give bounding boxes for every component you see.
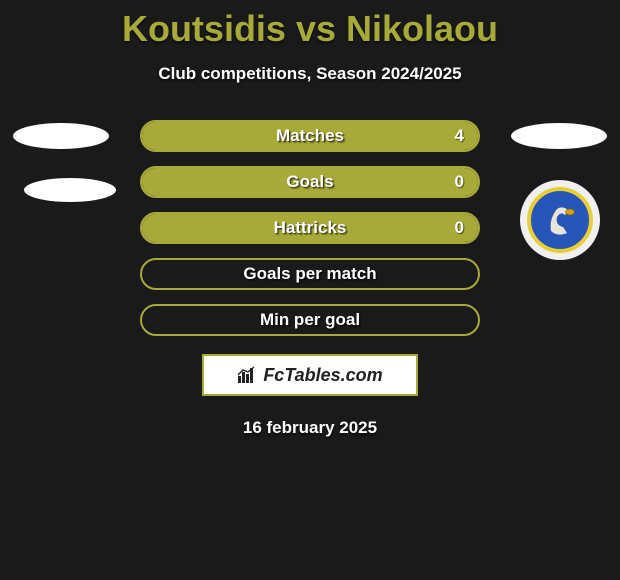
date-text: 16 february 2025 — [0, 418, 620, 438]
stat-row-right-value: 0 — [455, 214, 464, 242]
stat-row-label: Goals per match — [142, 260, 478, 288]
bars-icon — [237, 366, 257, 384]
brand-text: FcTables.com — [263, 365, 382, 386]
stat-row-label: Matches — [142, 122, 478, 150]
right-placeholder-ellipse — [511, 123, 607, 149]
stat-row: Matches4 — [140, 120, 480, 152]
stat-row: Hattricks0 — [140, 212, 480, 244]
stat-row: Goals per match — [140, 258, 480, 290]
left-placeholder-ellipse — [13, 123, 109, 149]
stat-row-label: Min per goal — [142, 306, 478, 334]
stat-row-right-value: 0 — [455, 168, 464, 196]
stat-row-label: Hattricks — [142, 214, 478, 242]
page-subtitle: Club competitions, Season 2024/2025 — [0, 64, 620, 84]
stat-row-label: Goals — [142, 168, 478, 196]
left-placeholder-ellipse — [24, 178, 116, 202]
team-crest-icon — [527, 187, 593, 253]
page-title: Koutsidis vs Nikolaou — [0, 0, 620, 50]
stat-row: Goals0 — [140, 166, 480, 198]
right-team-badge — [520, 180, 600, 260]
stat-row-right-value: 4 — [455, 122, 464, 150]
stat-row: Min per goal — [140, 304, 480, 336]
brand-box: FcTables.com — [202, 354, 418, 396]
